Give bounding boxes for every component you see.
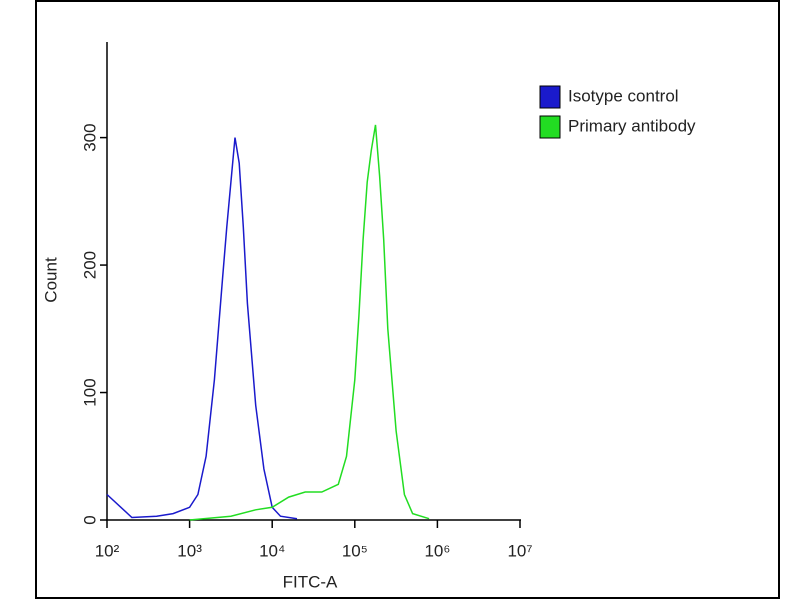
x-tick-label: 10⁵	[342, 541, 368, 560]
legend-swatch	[539, 85, 561, 109]
frame	[35, 0, 780, 599]
legend-label: Primary antibody	[568, 116, 696, 135]
histogram-line	[106, 137, 298, 520]
x-tick-label: 10⁷	[507, 541, 532, 560]
x-tick-label: 10⁴	[259, 541, 285, 560]
histogram-line	[189, 124, 430, 521]
x-tick-label: 10³	[177, 541, 202, 560]
x-tick-label: 10²	[95, 541, 120, 560]
x-tick-label: 10⁶	[424, 541, 450, 560]
x-axis-label: FITC-A	[283, 572, 338, 591]
y-axis-label: Count	[41, 257, 60, 303]
y-tick-label: 0	[80, 515, 99, 524]
legend-label: Isotype control	[568, 86, 679, 105]
y-tick-label: 100	[80, 378, 99, 406]
y-tick-label: 300	[80, 123, 99, 151]
y-tick-label: 200	[80, 251, 99, 279]
legend-swatch	[539, 115, 561, 139]
